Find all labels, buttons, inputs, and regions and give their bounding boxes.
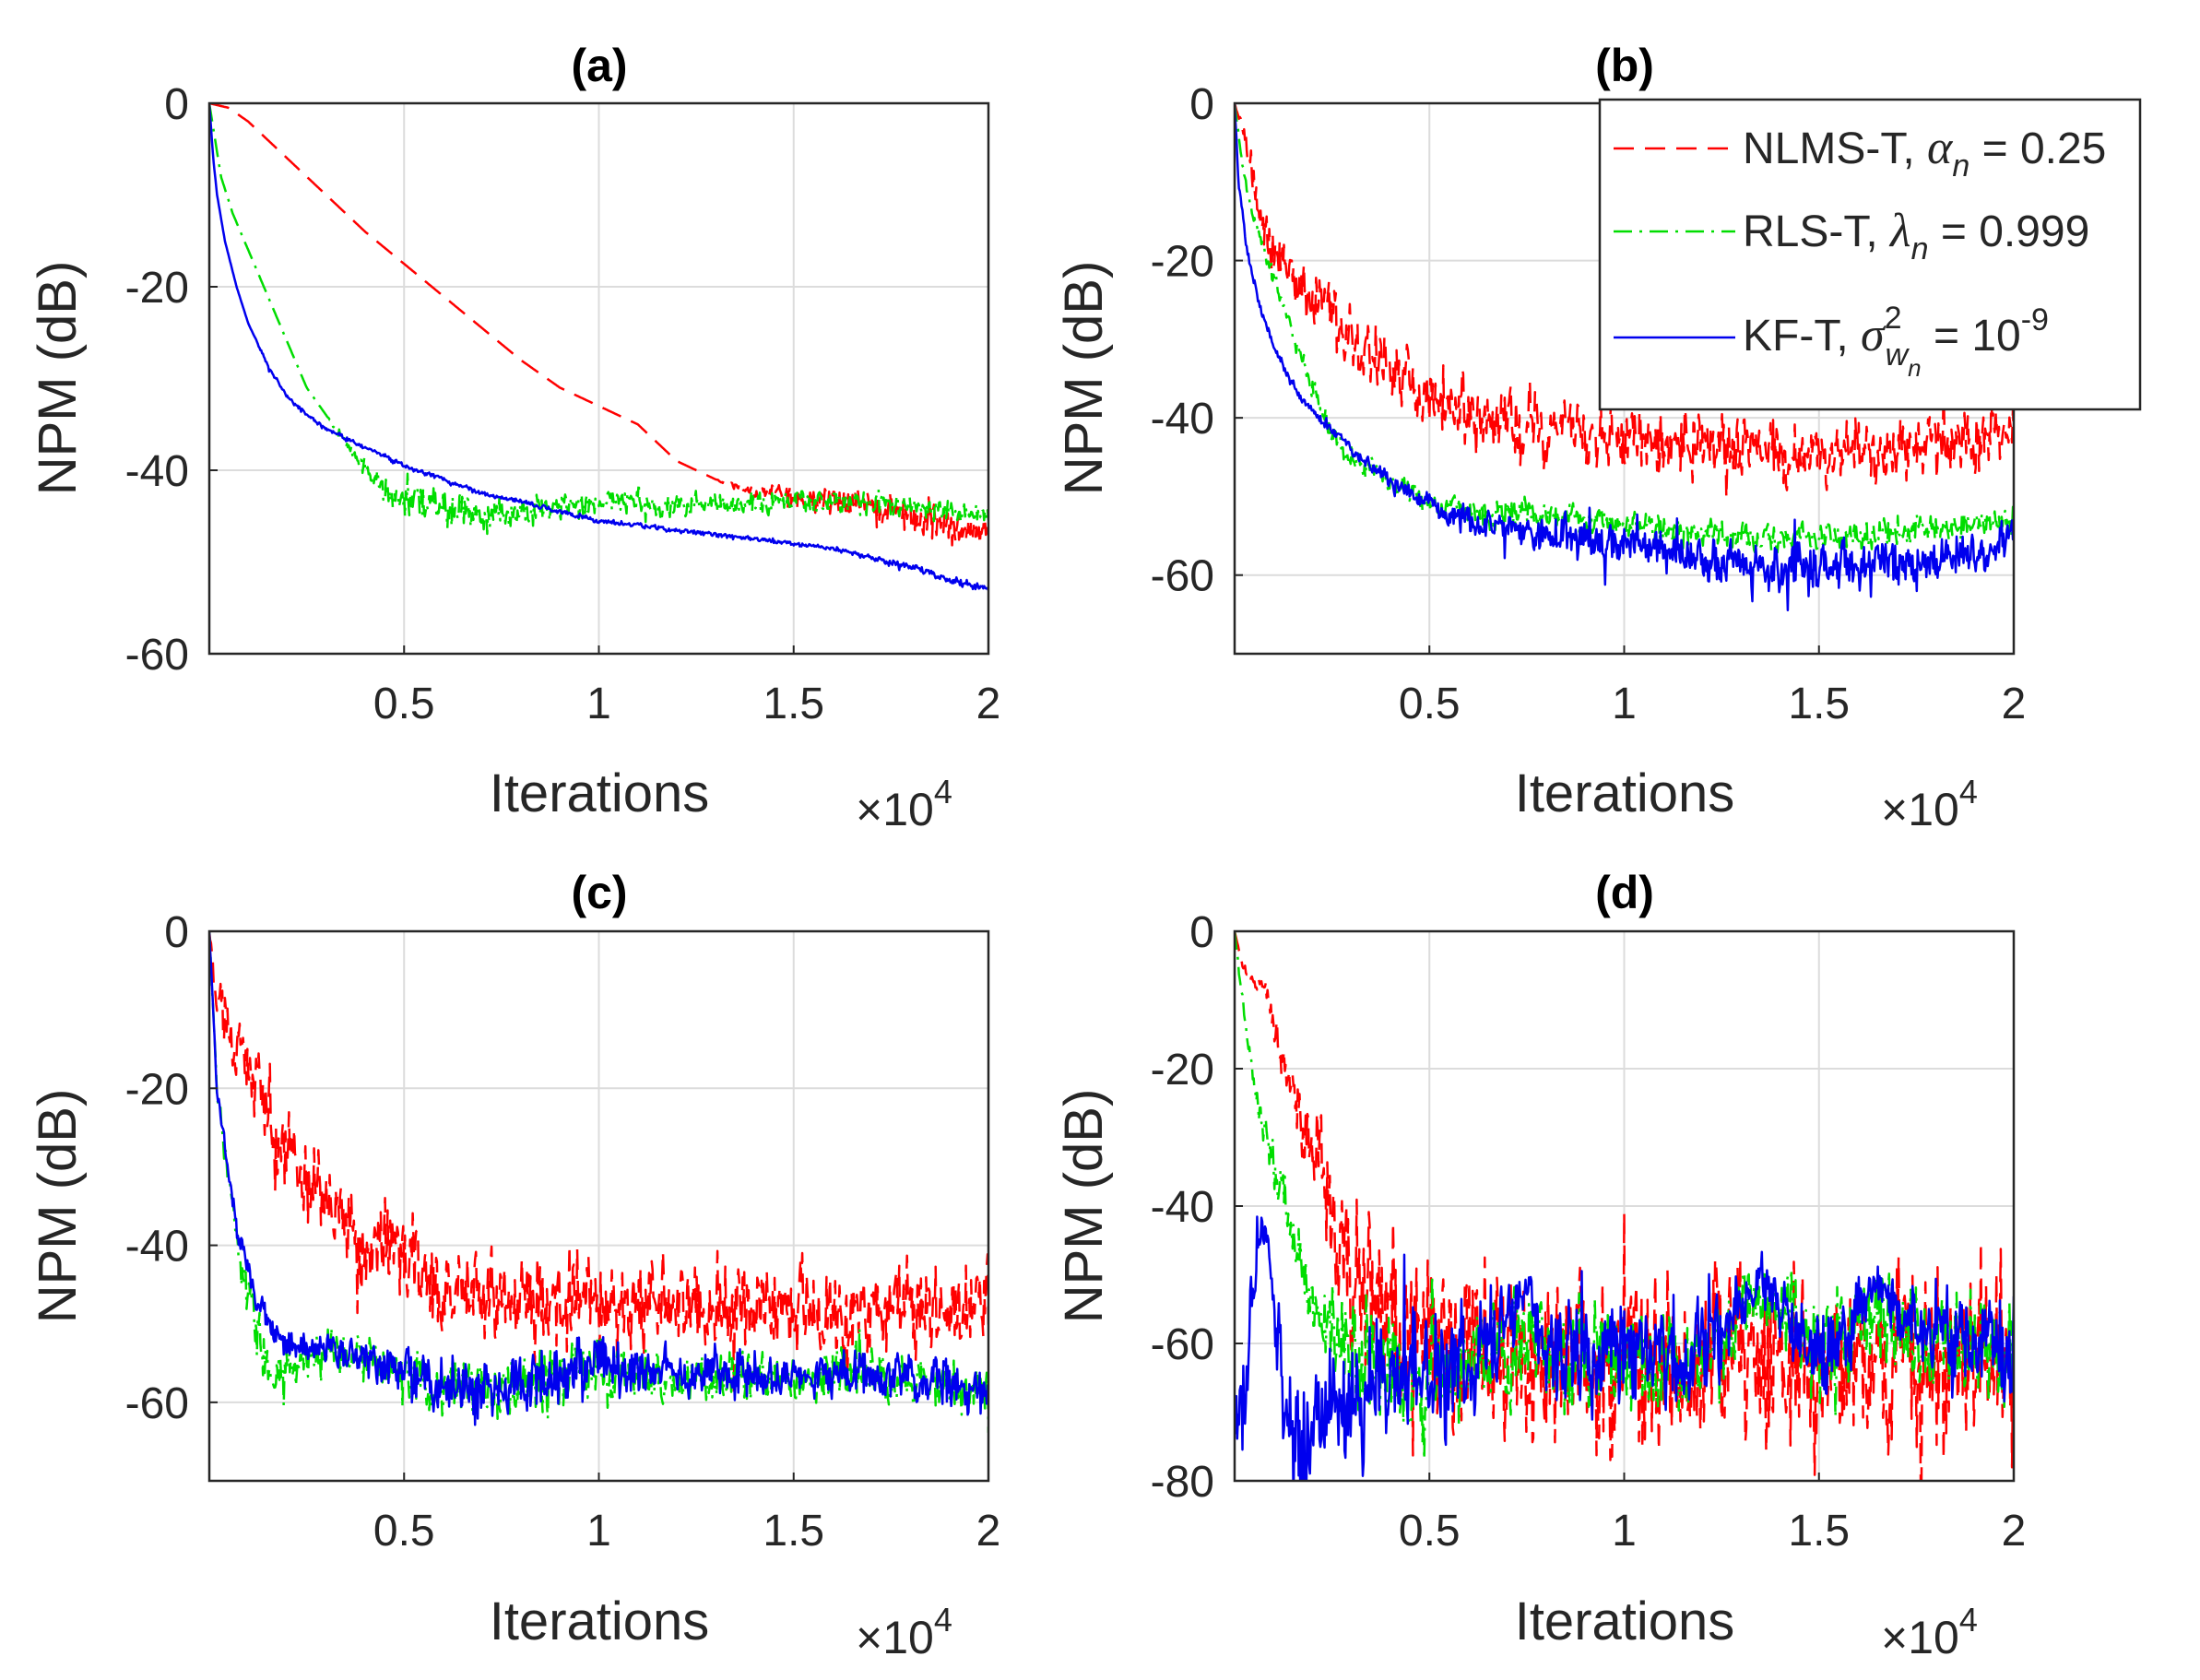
legend-entry-rls: RLS-T, λn = 0.999 — [1614, 205, 2089, 266]
ticks: 0.5 1 1.5 2 0 -20 -40 -60 — [125, 908, 1001, 1556]
y-tick-label: -20 — [1151, 238, 1214, 287]
legend-label-rls: RLS-T, λn = 0.999 — [1743, 205, 2089, 266]
series-line-rls-t — [209, 103, 988, 536]
x-tick-label: 2 — [976, 1507, 1001, 1556]
y-tick-label: 0 — [1189, 80, 1214, 129]
y-tick-label: -20 — [125, 1065, 189, 1114]
x-tick-label: 0.5 — [1399, 680, 1461, 728]
ticks: 0.5 1 1.5 2 0 -20 -40 -60 — [1151, 80, 2027, 728]
x-exponent-label: ×104 — [1881, 773, 1978, 835]
series-layer — [209, 103, 988, 591]
y-tick-label: -40 — [125, 447, 189, 496]
x-exponent-label: ×104 — [1881, 1601, 1978, 1663]
series-layer — [209, 931, 988, 1433]
subplot-c: 0.5 1 1.5 2 0 -20 -40 -60 (c) Iterations NPM (d… — [28, 867, 1000, 1663]
legend-box — [1598, 98, 2142, 411]
y-tick-label: -20 — [1151, 1046, 1214, 1094]
y-tick-label: -80 — [1151, 1458, 1214, 1507]
x-axis-label: Iterations — [1515, 1591, 1735, 1651]
x-tick-label: 1.5 — [763, 680, 824, 728]
x-axis-label: Iterations — [1515, 763, 1735, 823]
subplot-title: (a) — [571, 40, 627, 91]
subplot-title: (c) — [571, 867, 627, 918]
subplot-a: 0.5 1 1.5 2 0 -20 -40 -60 (a) Iterations NPM (d… — [28, 40, 1000, 835]
y-tick-label: -40 — [125, 1223, 189, 1272]
y-tick-label: -20 — [125, 264, 189, 313]
x-tick-label: 2 — [2002, 1507, 2027, 1556]
subplot-title: (d) — [1595, 867, 1654, 918]
x-tick-label: 0.5 — [373, 1507, 435, 1556]
series-layer — [1235, 931, 2014, 1481]
legend-entry-kf: KF-T, σ2 wn = 10-9 — [1614, 301, 2049, 382]
series-line-nlms-t — [1235, 103, 2014, 500]
y-axis-label: NPM (dB) — [1054, 261, 1114, 496]
y-tick-label: 0 — [164, 80, 189, 129]
x-tick-label: 2 — [976, 680, 1001, 728]
ticks: 0.5 1 1.5 2 0 -20 -40 -60 — [125, 80, 1001, 728]
x-tick-label: 1.5 — [763, 1507, 824, 1556]
legend: NLMS-T, αn = 0.25 RLS-T, λn = 0.999 KF-T… — [1598, 98, 2142, 411]
series-line-kf-t — [1235, 103, 2014, 612]
x-axis-label: Iterations — [490, 763, 710, 823]
x-tick-label: 1.5 — [1788, 680, 1850, 728]
x-tick-label: 1 — [1612, 1507, 1637, 1556]
y-axis-label: NPM (dB) — [28, 261, 88, 496]
legend-entry-nlms: NLMS-T, αn = 0.25 — [1614, 122, 2106, 183]
x-tick-label: 1 — [586, 1507, 611, 1556]
y-tick-label: 0 — [1189, 908, 1214, 957]
x-tick-label: 1 — [1612, 680, 1637, 728]
subplot-d: 0.5 1 1.5 2 0 -20 -40 -60 -80 (d) Iterations NPM… — [1054, 867, 2026, 1663]
x-tick-label: 1 — [586, 680, 611, 728]
y-axis-label: NPM (dB) — [1054, 1089, 1114, 1324]
series-line-kf-t — [209, 931, 988, 1426]
x-tick-label: 0.5 — [1399, 1507, 1461, 1556]
series-line-kf-t — [209, 103, 988, 591]
y-tick-label: 0 — [164, 908, 189, 957]
legend-label-nlms: NLMS-T, αn = 0.25 — [1743, 122, 2106, 183]
series-line-nlms-t — [209, 931, 988, 1395]
subplot-b: 0.5 1 1.5 2 0 -20 -40 -60 (b) Iterations NPM (d… — [1054, 40, 2142, 835]
x-tick-label: 2 — [2002, 680, 2027, 728]
series-line-nlms-t — [1235, 931, 2014, 1481]
ticks: 0.5 1 1.5 2 0 -20 -40 -60 -80 — [1151, 908, 2027, 1556]
series-layer — [1235, 103, 2014, 612]
y-tick-label: -40 — [1151, 1183, 1214, 1232]
y-tick-label: -60 — [1151, 1320, 1214, 1369]
series-line-kf-t — [1235, 1215, 2014, 1481]
x-tick-label: 1.5 — [1788, 1507, 1850, 1556]
y-tick-label: -60 — [1151, 552, 1214, 601]
subplot-title: (b) — [1595, 40, 1654, 91]
x-exponent-label: ×104 — [856, 1601, 952, 1663]
x-exponent-label: ×104 — [856, 773, 952, 835]
x-axis-label: Iterations — [490, 1591, 710, 1651]
legend-label-kf: KF-T, σ2 wn = 10-9 — [1743, 301, 2049, 382]
x-tick-label: 0.5 — [373, 680, 435, 728]
y-tick-label: -40 — [1151, 395, 1214, 444]
y-axis-label: NPM (dB) — [28, 1089, 88, 1324]
y-tick-label: -60 — [125, 631, 189, 680]
y-tick-label: -60 — [125, 1379, 189, 1428]
